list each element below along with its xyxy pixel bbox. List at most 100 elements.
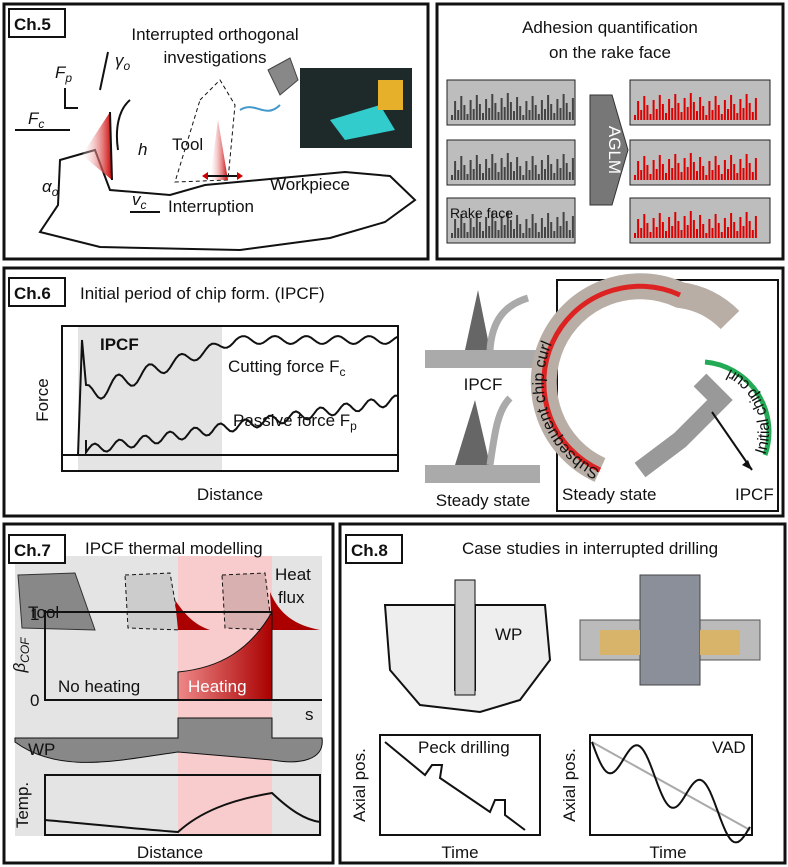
shape [656, 109, 658, 120]
shape [563, 154, 565, 180]
shape [634, 115, 636, 120]
shape [687, 107, 689, 120]
shape [513, 229, 515, 238]
shape [476, 155, 478, 180]
shape [696, 111, 698, 120]
shape [662, 222, 664, 238]
shape [522, 115, 524, 120]
label: Cutting force Fc [228, 357, 346, 379]
shape: c [38, 117, 44, 131]
shape [522, 233, 524, 238]
shape [535, 105, 537, 120]
shape [525, 101, 527, 120]
shape [643, 156, 645, 180]
shape [455, 580, 475, 695]
shape [700, 630, 740, 655]
shape [718, 223, 720, 238]
label: Workpiece [270, 175, 350, 194]
shape [749, 103, 751, 120]
shape [482, 113, 484, 120]
shape [504, 167, 506, 180]
shape [724, 160, 726, 180]
shape [560, 168, 562, 180]
shape [553, 113, 555, 120]
shape [519, 224, 521, 238]
axis-label: Temp. [13, 782, 32, 828]
shape [504, 107, 506, 120]
shape [739, 159, 741, 180]
shape [547, 155, 549, 180]
shape [671, 226, 673, 238]
shape [653, 100, 655, 120]
shape [553, 173, 555, 180]
shape [684, 158, 686, 180]
shape: β [10, 663, 29, 674]
shape [479, 104, 481, 120]
shape [488, 108, 490, 120]
shape [665, 173, 667, 180]
shape [425, 465, 540, 483]
axis-label: Distance [197, 485, 263, 504]
title: Adhesion quantification [522, 18, 698, 37]
shape: p [350, 419, 357, 433]
shape [665, 231, 667, 238]
shape [504, 225, 506, 238]
label: No heating [58, 677, 140, 696]
axis-label: Distance [137, 843, 203, 862]
shape [569, 172, 571, 180]
shape [569, 112, 571, 120]
shape [529, 228, 531, 238]
shape [752, 172, 754, 180]
shape [451, 115, 453, 120]
shape [752, 230, 754, 238]
shape [473, 109, 475, 120]
shape [556, 99, 558, 120]
shape [494, 103, 496, 120]
label: h [138, 140, 147, 159]
badge: Ch.6 [14, 284, 51, 303]
shape [677, 163, 679, 180]
shape [746, 154, 748, 180]
label: IPCF [100, 335, 139, 354]
shape [454, 101, 456, 120]
shape [743, 226, 745, 238]
shape [566, 163, 568, 180]
shape [513, 171, 515, 180]
label: flux [278, 588, 305, 607]
shape [681, 172, 683, 180]
shape [460, 156, 462, 180]
shape [498, 172, 500, 180]
shape [541, 100, 543, 120]
shape [705, 175, 707, 180]
shape [715, 96, 717, 120]
shape [687, 225, 689, 238]
shape [510, 162, 512, 180]
shape [563, 212, 565, 238]
shape [733, 164, 735, 180]
shape [743, 168, 745, 180]
title: Initial period of chip form. (IPCF) [80, 284, 325, 303]
axis-label: Axial pos. [560, 748, 579, 822]
shape [702, 224, 704, 238]
shape [715, 156, 717, 180]
shape [746, 212, 748, 238]
shape [522, 175, 524, 180]
shape: COF [18, 637, 32, 663]
shape [532, 156, 534, 180]
shape [541, 218, 543, 238]
shape [674, 94, 676, 120]
shape [550, 104, 552, 120]
shape [473, 227, 475, 238]
shape [733, 104, 735, 120]
shape [736, 173, 738, 180]
label: Passive force Fp [233, 411, 357, 433]
shape [718, 165, 720, 180]
label: s [305, 705, 314, 724]
shape [690, 93, 692, 120]
shape [529, 170, 531, 180]
shape [516, 97, 518, 120]
shape [525, 161, 527, 180]
shape [451, 233, 453, 238]
shape [544, 109, 546, 120]
shape [684, 216, 686, 238]
